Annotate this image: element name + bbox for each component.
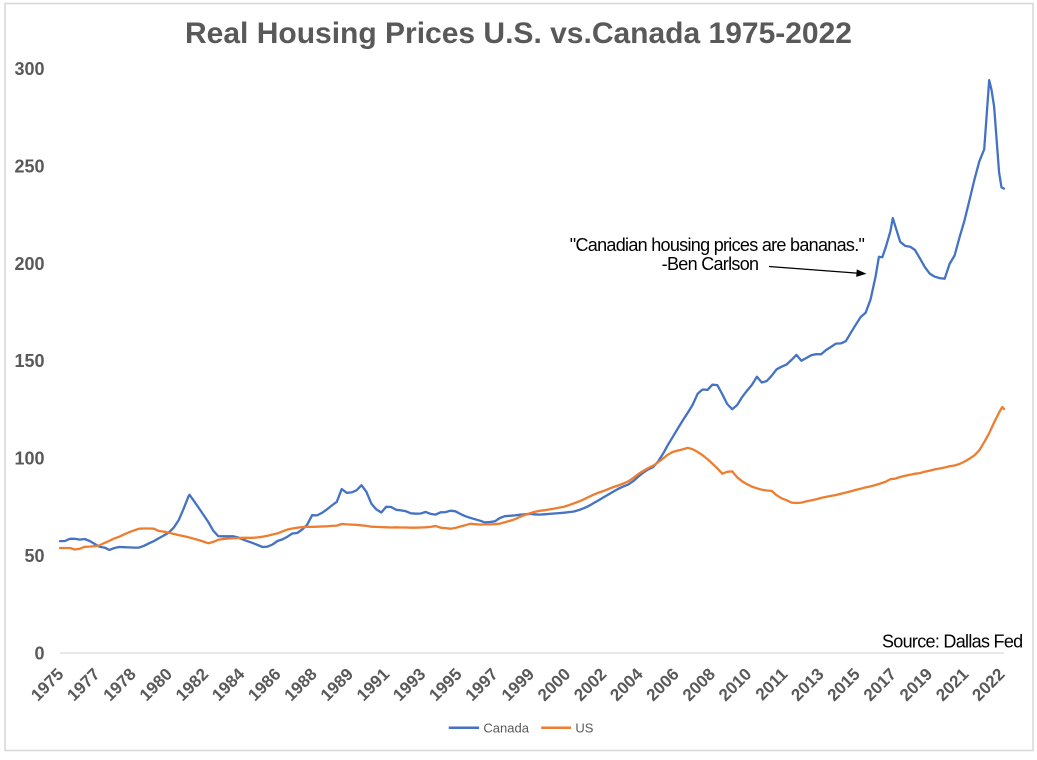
svg-text:"Canadian housing prices are b: "Canadian housing prices are bananas." [570,235,865,255]
svg-text:Canada: Canada [483,721,529,736]
svg-text:Source: Dallas Fed: Source: Dallas Fed [882,631,1022,651]
svg-text:Real Housing Prices U.S. vs.Ca: Real Housing Prices U.S. vs.Canada 1975-… [185,17,852,50]
svg-text:0: 0 [34,644,44,664]
svg-text:50: 50 [24,546,44,566]
svg-text:300: 300 [14,59,44,79]
svg-text:100: 100 [14,449,44,469]
svg-text:-Ben Carlson: -Ben Carlson [662,254,759,274]
svg-text:200: 200 [14,254,44,274]
svg-text:250: 250 [14,156,44,176]
svg-text:150: 150 [14,351,44,371]
svg-text:US: US [575,721,593,736]
